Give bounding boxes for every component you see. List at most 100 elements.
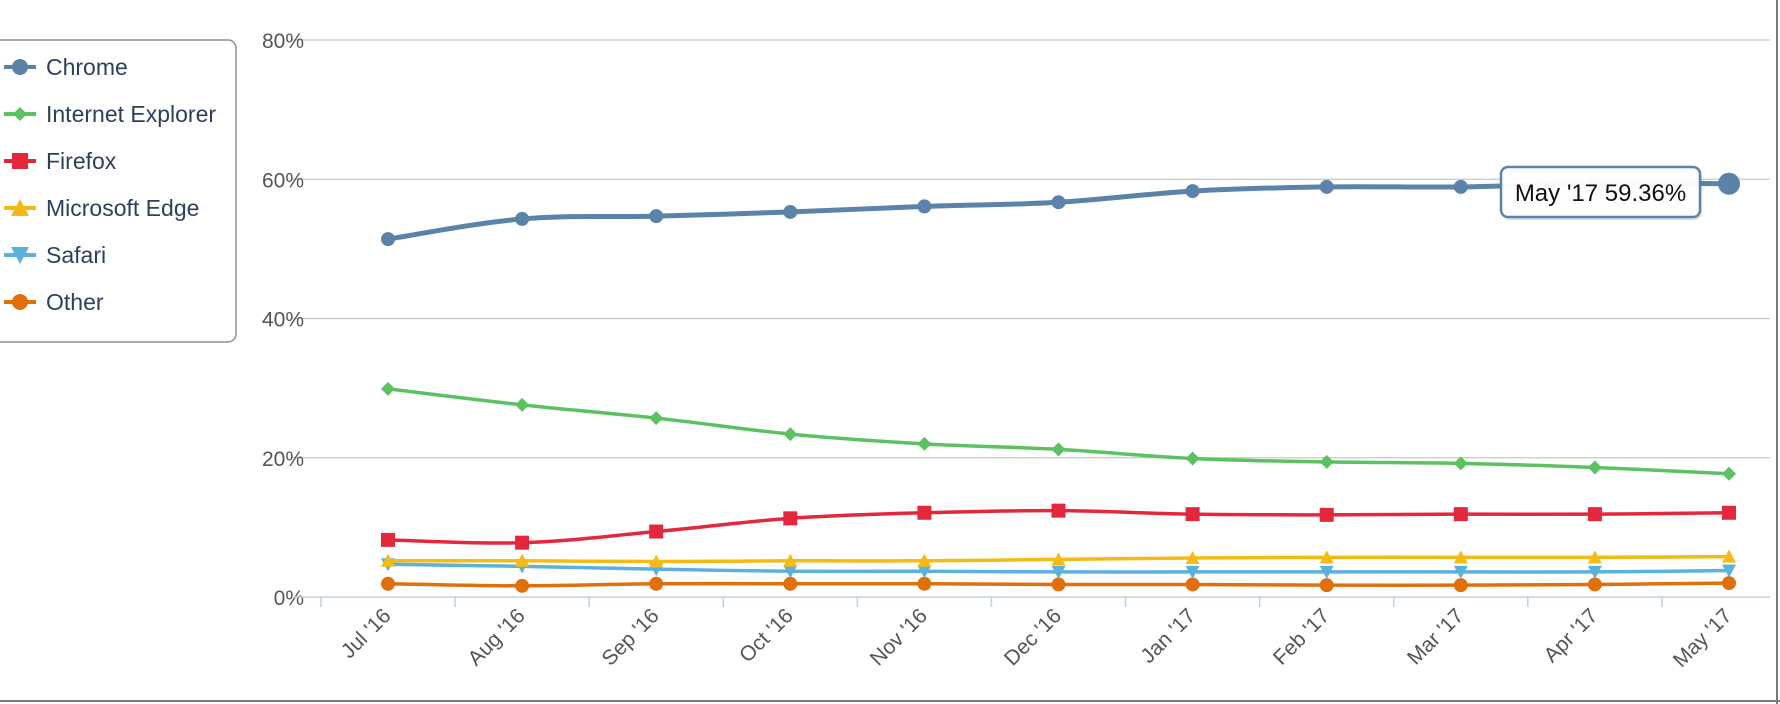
legend-marker-icon — [11, 199, 29, 216]
data-point — [1319, 454, 1334, 469]
data-point — [1587, 565, 1602, 579]
data-point — [1051, 195, 1066, 210]
series-microsoft-edge — [381, 549, 1736, 568]
legend-marker-icon — [11, 247, 29, 264]
x-tick-label: Jan '17 — [1136, 604, 1200, 668]
x-axis: Jul '16 Aug '16 Sep '16 Oct '16 Nov '16 Dec '… — [292, 596, 1770, 672]
data-point — [1185, 451, 1200, 466]
data-point — [1319, 578, 1334, 593]
x-tick-label: Apr '17 — [1540, 604, 1603, 667]
legend-box — [0, 39, 237, 343]
series-firefox — [381, 503, 1736, 550]
data-point — [1453, 507, 1468, 522]
legend-label: Firefox — [46, 148, 117, 174]
x-tick-label: Feb '17 — [1269, 604, 1334, 669]
y-axis: 0% 20% 40% 60% 80% — [262, 30, 304, 610]
legend-label: Other — [46, 289, 104, 315]
data-point — [783, 565, 798, 579]
data-point — [649, 524, 664, 539]
data-point — [1051, 565, 1066, 579]
tooltip-box — [1499, 165, 1702, 219]
data-point — [1051, 503, 1066, 518]
x-tick-label: Oct '16 — [735, 604, 798, 667]
legend-item-microsoft-edge: Microsoft Edge — [4, 195, 199, 221]
data-point — [515, 553, 530, 567]
x-tick-label: Mar '17 — [1403, 604, 1468, 669]
legend-label: Internet Explorer — [46, 101, 216, 127]
legend-item-internet-explorer: Internet Explorer — [4, 101, 216, 127]
data-point — [1722, 466, 1736, 481]
data-point — [917, 576, 932, 591]
data-point — [1051, 552, 1066, 566]
data-point — [1185, 577, 1200, 592]
data-point — [515, 397, 530, 412]
legend-item-safari: Safari — [4, 242, 106, 268]
data-point — [783, 511, 798, 526]
y-tick-label: 60% — [262, 169, 304, 192]
data-point — [1453, 565, 1468, 579]
tooltip: May '17 59.36% — [1499, 165, 1702, 220]
data-point — [1587, 507, 1602, 522]
series-line — [386, 387, 1731, 476]
y-tick-label: 0% — [274, 587, 304, 610]
data-point — [783, 204, 798, 219]
legend-item-other: Other — [4, 289, 104, 315]
legend-marker-icon — [12, 294, 28, 310]
legend-label: Microsoft Edge — [46, 195, 199, 221]
legend-marker-icon — [13, 107, 27, 121]
data-point — [649, 411, 664, 426]
legend-item-firefox: Firefox — [4, 148, 117, 174]
data-point — [783, 553, 798, 567]
data-point — [917, 436, 932, 451]
data-point — [1722, 549, 1736, 563]
data-point — [1319, 507, 1334, 522]
y-tick-label: 40% — [262, 309, 304, 332]
x-tick-label: Jul '16 — [337, 604, 396, 663]
data-point — [917, 565, 932, 579]
tooltip-text: May '17 59.36% — [1515, 180, 1686, 207]
data-point — [1319, 565, 1334, 579]
x-tick-label: Aug '16 — [463, 604, 529, 670]
data-point — [1718, 172, 1740, 195]
x-tick-label: Sep '16 — [598, 604, 664, 670]
y-tick-label: 80% — [262, 30, 304, 53]
data-point — [1722, 505, 1736, 520]
data-point — [515, 578, 530, 593]
legend-marker-icon — [12, 153, 28, 169]
series-internet-explorer — [381, 381, 1736, 481]
legend: Chrome Internet Explorer Firefox Microsoft … — [0, 39, 237, 343]
series-other — [381, 576, 1736, 593]
series-lines — [381, 172, 1740, 593]
data-point — [1453, 456, 1468, 471]
x-tick-label: Nov '16 — [866, 604, 932, 670]
data-point — [1453, 578, 1468, 593]
data-point — [1185, 507, 1200, 522]
data-point — [1587, 577, 1602, 592]
data-point — [1587, 460, 1602, 475]
data-point — [381, 532, 395, 547]
legend-marker-icon — [12, 59, 28, 75]
x-tick-label: Dec '16 — [1000, 604, 1066, 670]
data-point — [649, 554, 664, 568]
data-point — [917, 553, 932, 567]
data-point — [783, 427, 798, 442]
data-point — [1185, 184, 1200, 199]
data-point — [1051, 577, 1066, 592]
grid-lines — [292, 39, 1770, 459]
data-point — [917, 199, 932, 214]
data-point — [1587, 550, 1602, 564]
legend-label: Safari — [46, 242, 106, 268]
data-point — [515, 535, 530, 550]
data-point — [783, 576, 798, 591]
data-point — [1453, 550, 1468, 564]
data-point — [1722, 564, 1736, 578]
data-point — [1185, 565, 1200, 579]
legend-item-chrome: Chrome — [4, 54, 128, 80]
data-point — [1051, 442, 1066, 457]
data-point — [1319, 179, 1334, 194]
data-point — [1453, 179, 1468, 194]
data-point — [1319, 550, 1334, 564]
data-point — [1185, 551, 1200, 565]
